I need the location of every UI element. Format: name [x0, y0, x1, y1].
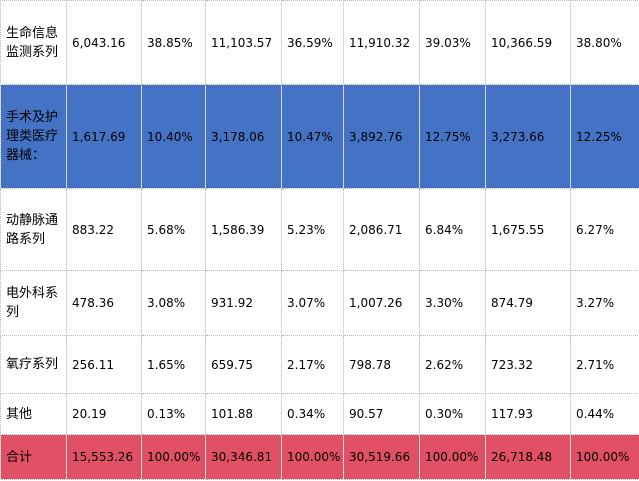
cell: 30,346.81 — [205, 434, 282, 480]
cell: 90.57 — [343, 393, 420, 435]
cell: 6,043.16 — [66, 0, 142, 85]
cell: 10.47% — [281, 84, 344, 189]
cell: 931.92 — [205, 270, 282, 336]
cell: 100.00% — [281, 434, 344, 480]
cell: 6.84% — [419, 188, 486, 271]
total-row: 合计 15,553.26 100.00% 30,346.81 100.00% 3… — [0, 434, 639, 480]
cell: 0.34% — [281, 393, 344, 435]
table-row-highlighted: 手术及护理类医疗器械： 1,617.69 10.40% 3,178.06 10.… — [0, 84, 639, 189]
cell: 11,103.57 — [205, 0, 282, 85]
row-label: 生命信息监测系列 — [0, 0, 67, 85]
table-row: 电外科系列 478.36 3.08% 931.92 3.07% 1,007.26… — [0, 270, 639, 336]
cell: 3.30% — [419, 270, 486, 336]
cell: 100.00% — [419, 434, 486, 480]
table-row: 其他 20.19 0.13% 101.88 0.34% 90.57 0.30% … — [0, 393, 639, 435]
cell: 874.79 — [485, 270, 571, 336]
cell: 38.80% — [570, 0, 639, 85]
cell: 100.00% — [141, 434, 206, 480]
cell: 2.71% — [570, 335, 639, 394]
cell: 117.93 — [485, 393, 571, 435]
cell: 256.11 — [66, 335, 142, 394]
cell: 36.59% — [281, 0, 344, 85]
cell: 659.75 — [205, 335, 282, 394]
cell: 12.25% — [570, 84, 639, 189]
cell: 1,586.39 — [205, 188, 282, 271]
cell: 5.68% — [141, 188, 206, 271]
cell: 20.19 — [66, 393, 142, 435]
cell: 883.22 — [66, 188, 142, 271]
cell: 723.32 — [485, 335, 571, 394]
cell: 38.85% — [141, 0, 206, 85]
cell: 10,366.59 — [485, 0, 571, 85]
cell: 0.30% — [419, 393, 486, 435]
cell: 478.36 — [66, 270, 142, 336]
cell: 5.23% — [281, 188, 344, 271]
table-row: 生命信息监测系列 6,043.16 38.85% 11,103.57 36.59… — [0, 0, 639, 85]
cell: 3,892.76 — [343, 84, 420, 189]
cell: 11,910.32 — [343, 0, 420, 85]
cell: 2.17% — [281, 335, 344, 394]
row-label: 合计 — [0, 434, 67, 480]
cell: 798.78 — [343, 335, 420, 394]
table-row: 氧疗系列 256.11 1.65% 659.75 2.17% 798.78 2.… — [0, 335, 639, 394]
cell: 2.62% — [419, 335, 486, 394]
cell: 1,617.69 — [66, 84, 142, 189]
cell: 0.13% — [141, 393, 206, 435]
row-label: 手术及护理类医疗器械： — [0, 84, 67, 189]
cell: 3.27% — [570, 270, 639, 336]
cell: 15,553.26 — [66, 434, 142, 480]
cell: 3,178.06 — [205, 84, 282, 189]
cell: 1,675.55 — [485, 188, 571, 271]
cell: 26,718.48 — [485, 434, 571, 480]
cell: 3.07% — [281, 270, 344, 336]
cell: 1,007.26 — [343, 270, 420, 336]
cell: 0.44% — [570, 393, 639, 435]
cell: 1.65% — [141, 335, 206, 394]
table-row: 动静脉通路系列 883.22 5.68% 1,586.39 5.23% 2,08… — [0, 188, 639, 271]
cell: 12.75% — [419, 84, 486, 189]
cell: 2,086.71 — [343, 188, 420, 271]
cell: 3,273.66 — [485, 84, 571, 189]
cell: 39.03% — [419, 0, 486, 85]
row-label: 动静脉通路系列 — [0, 188, 67, 271]
cell: 10.40% — [141, 84, 206, 189]
cell: 3.08% — [141, 270, 206, 336]
row-label: 其他 — [0, 393, 67, 435]
cell: 30,519.66 — [343, 434, 420, 480]
cell: 6.27% — [570, 188, 639, 271]
cell: 100.00% — [570, 434, 639, 480]
cell: 101.88 — [205, 393, 282, 435]
row-label: 氧疗系列 — [0, 335, 67, 394]
row-label: 电外科系列 — [0, 270, 67, 336]
